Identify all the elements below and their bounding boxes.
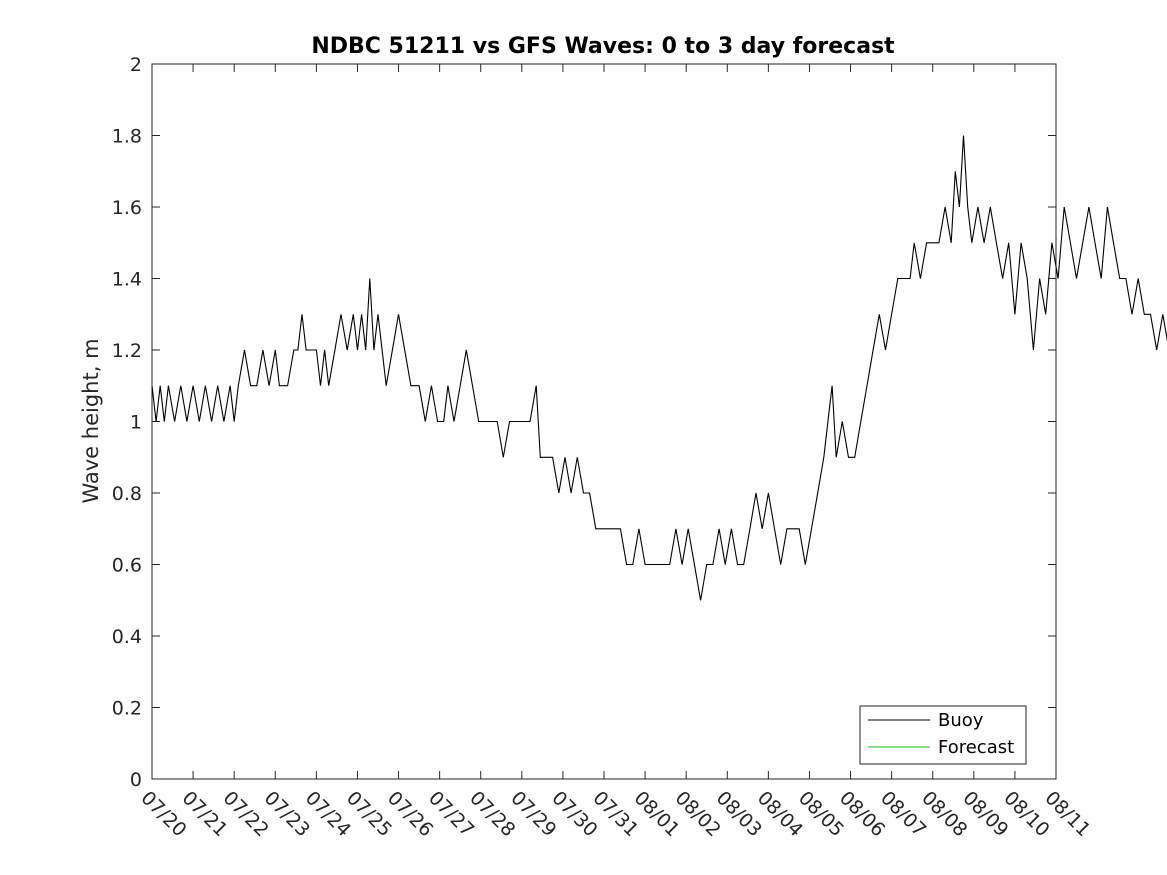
x-tick-label: 08/04 xyxy=(753,787,807,841)
x-tick-label: 07/20 xyxy=(136,787,190,841)
y-tick-label: 1 xyxy=(130,412,142,434)
x-tick-label: 07/25 xyxy=(342,787,396,841)
y-tick-label: 0.6 xyxy=(112,555,142,577)
x-tick-label: 08/05 xyxy=(794,787,848,841)
x-tick-label: 07/30 xyxy=(547,787,601,841)
x-tick-label: 07/21 xyxy=(178,787,232,841)
x-tick-label: 07/28 xyxy=(465,787,519,841)
x-tick-label: 07/26 xyxy=(383,787,437,841)
x-tick-label: 08/08 xyxy=(917,787,971,841)
y-tick-label: 0 xyxy=(130,769,142,791)
y-tick-label: 0.4 xyxy=(112,626,142,648)
x-tick-label: 08/03 xyxy=(712,787,766,841)
y-tick-label: 2 xyxy=(130,54,142,76)
x-tick-label: 08/07 xyxy=(876,787,930,841)
x-tick-label: 08/10 xyxy=(999,787,1053,841)
x-tick-label: 07/31 xyxy=(588,787,642,841)
legend-box xyxy=(859,705,1027,765)
x-tick-label: 07/24 xyxy=(301,787,355,841)
series-line-buoy xyxy=(151,135,1167,601)
legend-label-buoy: Buoy xyxy=(938,710,984,731)
x-tick-label: 07/23 xyxy=(260,787,314,841)
x-tick-label: 07/27 xyxy=(424,787,478,841)
x-tick-label: 07/29 xyxy=(506,787,560,841)
x-tick-label: 08/02 xyxy=(671,787,725,841)
x-tick-label: 07/22 xyxy=(219,787,273,841)
x-tick-label: 08/01 xyxy=(630,787,684,841)
y-tick-label: 0.2 xyxy=(112,698,142,720)
y-tick-label: 1.8 xyxy=(112,126,142,148)
legend-label-forecast: Forecast xyxy=(938,737,1014,758)
x-tick-label: 08/11 xyxy=(1040,787,1094,841)
axes-box xyxy=(151,63,1057,780)
y-tick-label: 1.2 xyxy=(112,340,142,362)
y-tick-label: 1.4 xyxy=(112,269,142,291)
y-tick-label: 1.6 xyxy=(112,197,142,219)
x-tick-label: 08/06 xyxy=(835,787,889,841)
x-tick-label: 08/09 xyxy=(958,787,1012,841)
legend: Buoy Forecast xyxy=(859,705,1027,765)
chart-title: NDBC 51211 vs GFS Waves: 0 to 3 day fore… xyxy=(311,34,895,59)
y-tick-label: 0.8 xyxy=(112,483,142,505)
y-axis-label: Wave height, m xyxy=(79,338,103,503)
